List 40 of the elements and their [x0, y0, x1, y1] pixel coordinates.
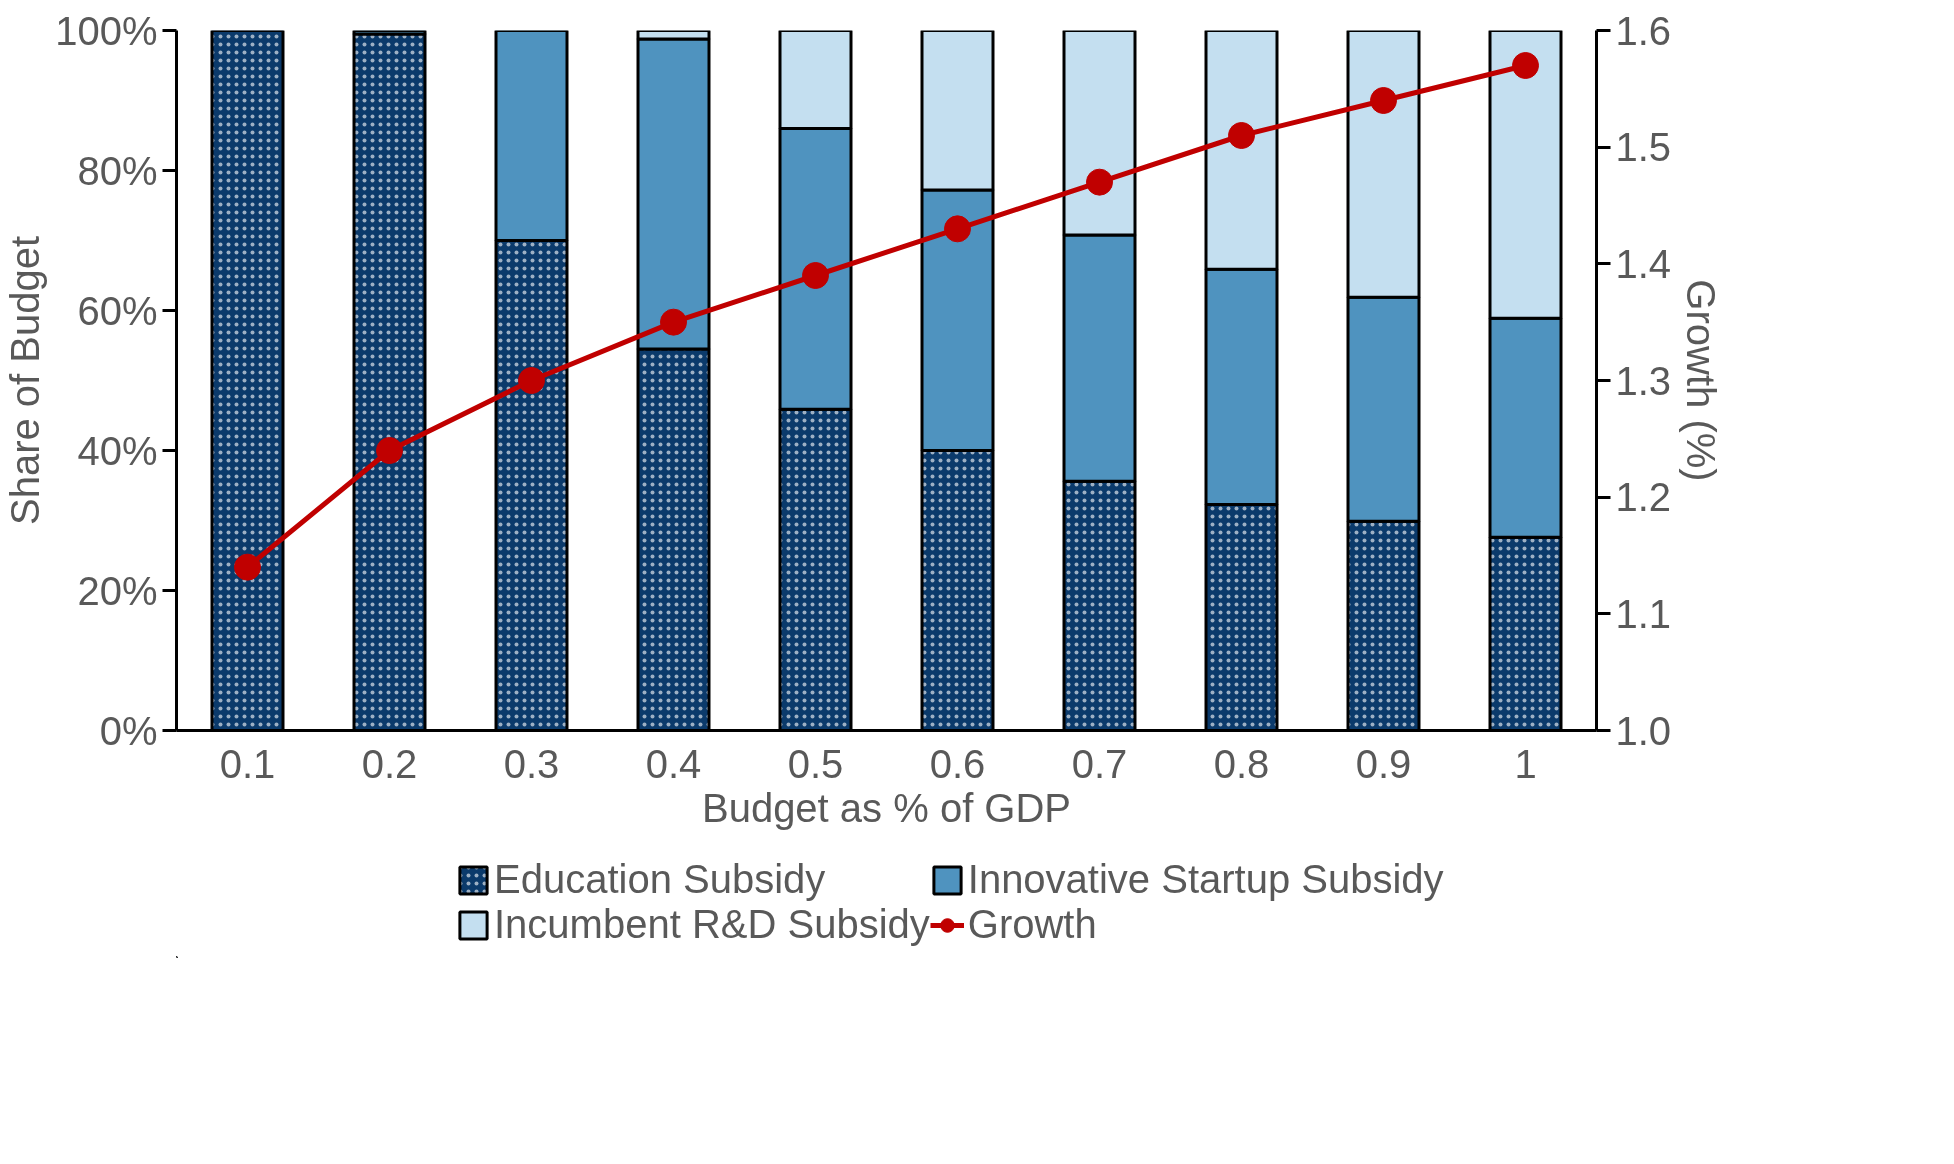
x-tick-label: 0.7 [1071, 741, 1128, 786]
x-tick-label: 0.2 [361, 741, 418, 786]
point [1228, 122, 1255, 149]
point [660, 308, 687, 336]
y2-tick-label: 1.1 [1615, 591, 1672, 636]
point [376, 437, 403, 464]
y-tick-label: 100% [55, 8, 158, 53]
x-tick-label: 0.9 [1355, 741, 1412, 786]
y2-tick-label: 1.5 [1615, 125, 1672, 170]
y2-tick-label: 1.3 [1615, 358, 1672, 403]
y2-tick-label: 1.2 [1615, 475, 1672, 520]
x-tick-label: 0.5 [787, 741, 844, 786]
x-axis-title: Budget as % of GDP [701, 785, 1072, 830]
y-tick-label: 20% [77, 568, 158, 613]
y-tick-label: 0% [99, 708, 158, 753]
point [802, 262, 829, 289]
y-tick-label: 80% [77, 148, 158, 193]
x-tick-label: 0.6 [929, 741, 986, 786]
legend-label: Education Subsidy [494, 857, 826, 902]
x-tick-label: 0.3 [503, 741, 560, 786]
y2-tick-label: 1.4 [1615, 241, 1672, 286]
point [1086, 168, 1113, 196]
point [1370, 87, 1397, 114]
point [234, 553, 261, 581]
x-tick-label: 0.8 [1213, 741, 1270, 786]
x-tick-label: 0.4 [645, 741, 702, 786]
y2-tick-label: 1.0 [1615, 708, 1672, 753]
point [944, 215, 971, 243]
y2-axis-title: Growth (%) [1679, 279, 1724, 482]
y-tick-label: 60% [77, 288, 158, 333]
legend-label: Innovative Startup Subsidy [967, 857, 1444, 902]
legend-label: Incumbent R&D Subsidy [494, 902, 930, 947]
x-tick-label: 1 [1514, 741, 1537, 786]
y2-tick-label: 1.6 [1615, 8, 1672, 53]
y-tick-label: 40% [77, 428, 158, 473]
x-tick-label: 0.1 [219, 741, 276, 786]
point [1512, 52, 1539, 79]
point [518, 367, 545, 394]
y-axis-title: Share of Budget [3, 235, 48, 526]
legend-label: Growth [967, 902, 1097, 947]
